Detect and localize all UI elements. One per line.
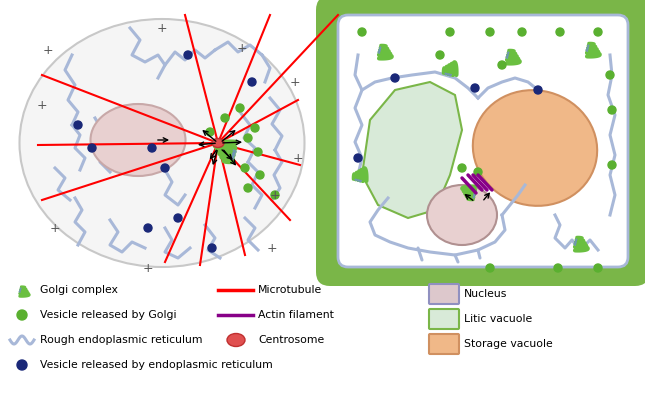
Circle shape <box>391 74 399 82</box>
Circle shape <box>248 78 256 86</box>
Circle shape <box>244 184 252 192</box>
Text: Microtubule: Microtubule <box>258 285 322 295</box>
Circle shape <box>254 148 262 156</box>
Text: Vesicle released by Golgi: Vesicle released by Golgi <box>40 310 177 320</box>
Circle shape <box>241 164 249 172</box>
FancyBboxPatch shape <box>429 309 459 329</box>
Circle shape <box>17 360 27 370</box>
Ellipse shape <box>90 104 186 176</box>
Circle shape <box>556 28 564 36</box>
Text: +: + <box>50 221 61 234</box>
Circle shape <box>436 51 444 59</box>
Circle shape <box>608 161 616 169</box>
Circle shape <box>148 144 156 152</box>
Text: +: + <box>266 242 277 255</box>
Circle shape <box>221 114 229 122</box>
Text: +: + <box>270 188 281 202</box>
Circle shape <box>458 164 466 172</box>
Ellipse shape <box>227 333 245 346</box>
Circle shape <box>174 214 182 222</box>
Text: Golgi complex: Golgi complex <box>40 285 118 295</box>
Circle shape <box>594 264 602 272</box>
Text: +: + <box>143 261 154 274</box>
Text: Storage vacuole: Storage vacuole <box>464 339 553 349</box>
Circle shape <box>271 191 279 199</box>
Text: Nucleus: Nucleus <box>464 289 508 299</box>
Circle shape <box>74 121 82 129</box>
Text: +: + <box>37 99 47 112</box>
Circle shape <box>244 134 252 142</box>
Circle shape <box>486 264 494 272</box>
Circle shape <box>608 106 616 114</box>
Circle shape <box>358 28 366 36</box>
Circle shape <box>251 124 259 132</box>
Circle shape <box>518 28 526 36</box>
Ellipse shape <box>212 139 224 147</box>
Text: Rough endoplasmic reticulum: Rough endoplasmic reticulum <box>40 335 203 345</box>
Circle shape <box>161 164 169 172</box>
Circle shape <box>88 144 96 152</box>
FancyBboxPatch shape <box>338 15 628 267</box>
Text: Vesicle released by endoplasmic reticulum: Vesicle released by endoplasmic reticulu… <box>40 360 273 370</box>
Text: +: + <box>293 152 303 164</box>
Circle shape <box>236 104 244 112</box>
Text: +: + <box>290 76 301 88</box>
Circle shape <box>471 84 479 92</box>
Ellipse shape <box>427 185 497 245</box>
Circle shape <box>17 310 27 320</box>
Text: +: + <box>237 42 247 55</box>
FancyBboxPatch shape <box>429 284 459 304</box>
FancyBboxPatch shape <box>316 0 645 286</box>
Circle shape <box>534 86 542 94</box>
Circle shape <box>256 171 264 179</box>
Circle shape <box>554 264 562 272</box>
Circle shape <box>144 224 152 232</box>
FancyBboxPatch shape <box>429 334 459 354</box>
Circle shape <box>206 128 214 136</box>
Circle shape <box>354 154 362 162</box>
Text: +: + <box>157 21 167 34</box>
Circle shape <box>486 28 494 36</box>
Text: Actin filament: Actin filament <box>258 310 334 320</box>
Circle shape <box>474 168 482 176</box>
Circle shape <box>208 244 216 252</box>
Text: Centrosome: Centrosome <box>258 335 324 345</box>
Ellipse shape <box>19 19 304 267</box>
Circle shape <box>594 28 602 36</box>
Circle shape <box>184 51 192 59</box>
Ellipse shape <box>473 90 597 206</box>
Circle shape <box>446 28 454 36</box>
Text: +: + <box>43 44 54 57</box>
Polygon shape <box>362 82 462 218</box>
Circle shape <box>606 71 614 79</box>
Circle shape <box>498 61 506 69</box>
Text: Litic vacuole: Litic vacuole <box>464 314 532 324</box>
